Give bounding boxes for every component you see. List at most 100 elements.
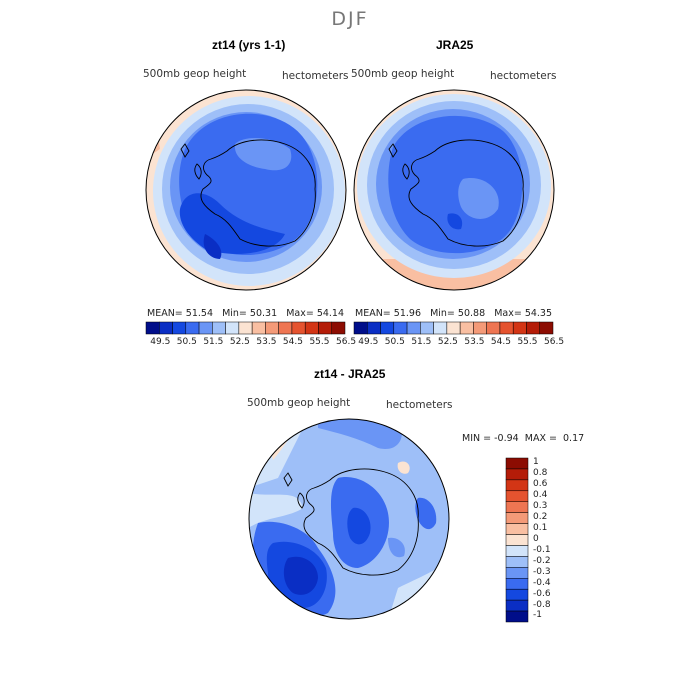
panel3-field-label: 500mb geop height [247, 397, 351, 409]
panel3-colorbar [505, 457, 529, 623]
colorbar-swatch [473, 321, 487, 335]
colorbar-swatch [172, 321, 187, 335]
panel1-field-label: 500mb geop height [143, 68, 247, 80]
colorbar-swatch [185, 321, 200, 335]
colorbar-tick-label: 49.5 [150, 337, 171, 347]
colorbar-swatch [505, 610, 529, 623]
colorbar-swatch [318, 321, 332, 335]
colorbar-swatch [251, 321, 266, 335]
colorbar-tick-label: 56.5 [336, 337, 357, 347]
colorbar-swatch [505, 578, 529, 590]
colorbar-tick-label: -0.3 [533, 566, 551, 577]
panel1-colorbar [145, 321, 346, 335]
colorbar-tick-label: 51.5 [411, 337, 432, 347]
colorbar-swatch [505, 588, 529, 601]
panel1-min-label: Min= [222, 308, 247, 319]
panel1-max-value: 54.14 [316, 308, 345, 319]
colorbar-swatch [505, 457, 529, 470]
colorbar-swatch [446, 321, 461, 335]
colorbar-swatch [159, 321, 173, 335]
colorbar-tick-label: 1 [533, 457, 539, 468]
colorbar-tick-label: 0 [533, 533, 539, 544]
colorbar-swatch [505, 599, 529, 612]
colorbar-swatch [406, 321, 421, 335]
colorbar-swatch [505, 556, 529, 568]
panel2-colorbar [353, 321, 554, 335]
colorbar-tick-label: 0.6 [533, 479, 548, 490]
colorbar-swatch [225, 321, 240, 335]
panel1-units: hectometers [282, 70, 349, 82]
colorbar-swatch [505, 512, 529, 524]
panel2-min-label: Min= [430, 308, 455, 319]
panel2-min-value: 50.88 [457, 308, 486, 319]
colorbar-tick-label: 0.8 [533, 468, 548, 479]
antarctica-coastline-icon [180, 139, 316, 247]
panel2-map [353, 89, 555, 291]
colorbar-swatch [505, 534, 529, 546]
figure-title: DJF [331, 8, 369, 30]
colorbar-swatch [505, 545, 529, 557]
colorbar-swatch [505, 468, 529, 481]
colorbar-tick-label: 51.5 [203, 337, 224, 347]
panel3-min-value: -0.94 [494, 433, 519, 444]
colorbar-swatch [367, 321, 381, 335]
panel3-title: zt14 - JRA25 [314, 367, 386, 381]
antarctica-coastline-icon [388, 139, 524, 247]
colorbar-swatch [505, 567, 529, 579]
colorbar-swatch [505, 501, 529, 513]
colorbar-swatch [433, 321, 448, 335]
colorbar-swatch [505, 523, 529, 535]
colorbar-swatch [486, 321, 501, 335]
colorbar-tick-label: 53.5 [464, 337, 485, 347]
colorbar-tick-label: 54.5 [490, 337, 511, 347]
colorbar-tick-label: 54.5 [282, 337, 303, 347]
colorbar-tick-label: -0.8 [533, 599, 551, 610]
panel3-stats: MIN = -0.94 MAX = 0.17 [462, 433, 584, 444]
colorbar-swatch [512, 321, 527, 335]
colorbar-tick-label: 56.5 [544, 337, 565, 347]
colorbar-swatch [353, 321, 368, 335]
colorbar-swatch [420, 321, 434, 335]
colorbar-tick-label: 53.5 [256, 337, 277, 347]
panel1-min-value: 50.31 [249, 308, 278, 319]
colorbar-swatch [539, 321, 554, 335]
colorbar-tick-label: -0.2 [533, 555, 551, 566]
colorbar-tick-label: 55.5 [517, 337, 538, 347]
panel1-map [145, 89, 347, 291]
antarctica-coastline-icon [283, 468, 419, 576]
colorbar-swatch [526, 321, 540, 335]
panel3-units: hectometers [386, 399, 453, 411]
panel2-max-value: 54.35 [524, 308, 553, 319]
colorbar-tick-label: 0.1 [533, 523, 548, 534]
colorbar-tick-label: 0.3 [533, 501, 548, 512]
colorbar-tick-label: 55.5 [309, 337, 330, 347]
panel1-max-label: Max= [286, 308, 314, 319]
colorbar-swatch [265, 321, 279, 335]
colorbar-swatch [291, 321, 306, 335]
colorbar-swatch [393, 321, 408, 335]
panel2-mean-label: MEAN= [355, 308, 391, 319]
panel1-stats: MEAN= 51.54 Min= 50.31 Max= 54.14 [147, 308, 344, 319]
colorbar-swatch [198, 321, 213, 335]
colorbar-swatch [459, 321, 474, 335]
colorbar-swatch [505, 490, 529, 502]
colorbar-tick-label: 0.2 [533, 512, 548, 523]
colorbar-tick-label: -0.1 [533, 544, 551, 555]
panel2-field-label: 500mb geop height [351, 68, 455, 80]
colorbar-swatch [331, 321, 346, 335]
panel1-mean-label: MEAN= [147, 308, 183, 319]
colorbar-swatch [505, 479, 529, 492]
colorbar-tick-label: -0.6 [533, 588, 551, 599]
colorbar-swatch [145, 321, 160, 335]
colorbar-tick-label: 0.4 [533, 490, 548, 501]
panel1-mean-value: 51.54 [185, 308, 213, 319]
panel3-max-label: MAX = [524, 433, 557, 444]
panel2-stats: MEAN= 51.96 Min= 50.88 Max= 54.35 [355, 308, 552, 319]
panel1-title: zt14 (yrs 1-1) [212, 38, 286, 52]
colorbar-swatch [238, 321, 253, 335]
colorbar-tick-label: 50.5 [384, 337, 405, 347]
panel2-units: hectometers [490, 70, 557, 82]
panel3-min-label: MIN = [462, 433, 492, 444]
panel3-max-value: 0.17 [563, 433, 585, 444]
colorbar-tick-label: 52.5 [437, 337, 458, 347]
